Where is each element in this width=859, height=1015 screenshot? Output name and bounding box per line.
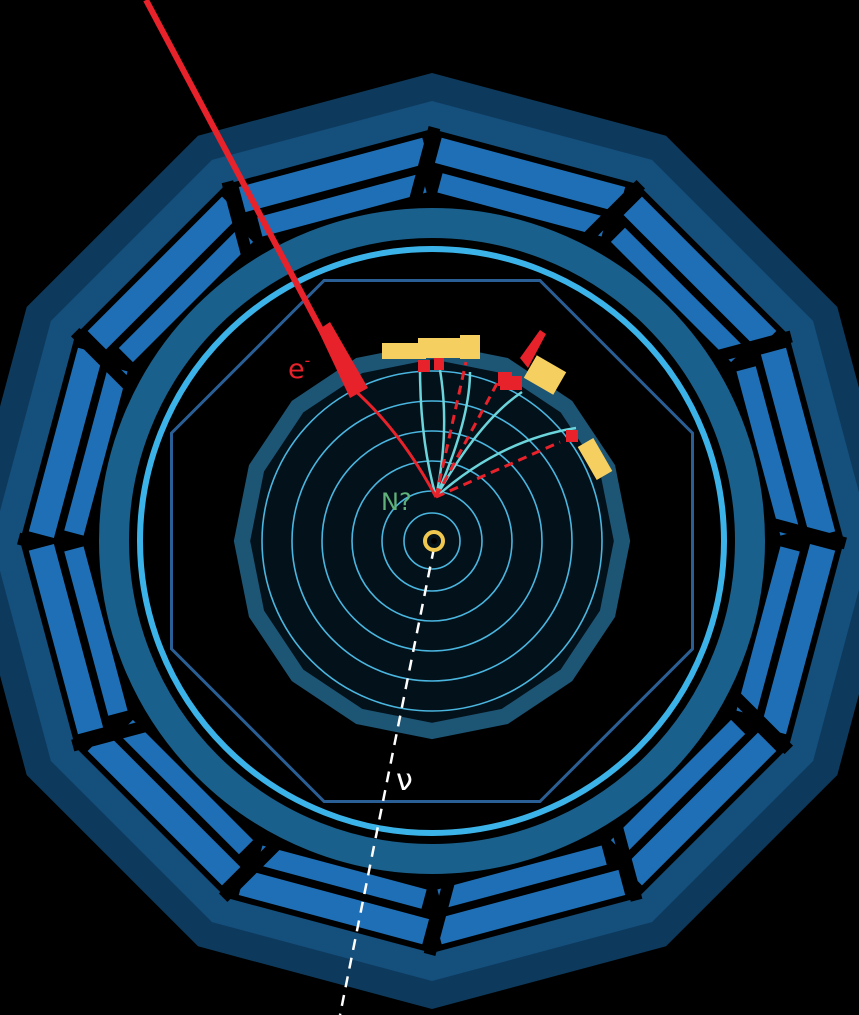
muon-chamber-bar [87, 732, 241, 886]
muon-chamber-bar [610, 719, 746, 855]
tracker-layer-ring [403, 512, 461, 570]
chamber-divider [405, 126, 441, 217]
muon-chamber-face [405, 126, 626, 237]
calorimeter-ring [99, 208, 765, 874]
muon-chamber-bar [28, 347, 104, 539]
muon-chamber-face [702, 330, 836, 539]
charged-particle-tracks [418, 367, 577, 498]
detector-structure [0, 73, 859, 1009]
calorimeter-energy-deposits [382, 335, 613, 480]
charged-track [434, 371, 472, 498]
muon-chamber-bar [118, 719, 254, 855]
energy-deposit [382, 343, 426, 359]
muon-chamber-bar [434, 137, 626, 213]
muon-chamber-bar [64, 366, 128, 536]
muon-chamber-bar [437, 845, 607, 909]
calorimeter-inner-line [137, 246, 727, 836]
chamber-divider [756, 514, 847, 550]
muon-chamber-bar [434, 869, 626, 945]
muon-chamber-bar [736, 546, 800, 716]
tracker-layer-ring [351, 460, 513, 622]
track-hit [434, 358, 444, 370]
track-hit [566, 430, 578, 442]
event-tracks [143, 0, 613, 1015]
chamber-divider [607, 811, 643, 902]
chamber-divider [423, 865, 459, 956]
muon-chamber-face [221, 137, 430, 271]
muon-chamber-face [70, 196, 254, 401]
chamber-divider [221, 180, 257, 271]
red-cluster-small [500, 376, 522, 390]
chamber-divider [71, 716, 162, 752]
energy-deposit [577, 438, 613, 480]
muon-chamber-bar [64, 546, 128, 716]
primary-vertex-core [431, 538, 437, 544]
muon-chamber-face [434, 811, 643, 945]
tracker-layer-ring [291, 400, 573, 682]
tracker-layer-ring [321, 430, 543, 652]
chamber-divider [702, 330, 793, 366]
muon-chamber-face [610, 681, 794, 886]
heavy-neutral-lepton-label: N? [381, 488, 412, 516]
electron-outer-track [143, 0, 355, 390]
electron-symbol: e [288, 354, 305, 385]
chamber-divider [70, 327, 144, 401]
charged-track [418, 367, 438, 498]
dashed-track [435, 440, 561, 499]
electron-charge: - [305, 351, 311, 370]
neutrino-label: ν [396, 763, 413, 798]
muon-chamber-bar [87, 196, 241, 350]
electron-track [143, 0, 546, 498]
muon-chamber-bar [257, 845, 427, 909]
muon-chamber-bar [118, 227, 254, 363]
energy-deposit [418, 338, 460, 358]
muon-chamber-bar [623, 732, 777, 886]
dashed-track [434, 377, 502, 498]
dashed-track [434, 361, 468, 498]
red-cluster-right [520, 330, 546, 368]
muon-chamber-bar [238, 869, 430, 945]
chamber-divider [572, 179, 646, 253]
muon-chamber-bar [28, 543, 104, 735]
neutrino-missing-energy-line [338, 547, 436, 1015]
muon-chamber-face [736, 514, 847, 735]
track-hit [418, 360, 430, 372]
muon-chamber-bar [736, 366, 800, 536]
tracker-layers [261, 370, 603, 712]
primary-vertex [423, 530, 445, 552]
muon-chamber-face [572, 179, 777, 363]
displaced-dashed-tracks [418, 358, 578, 499]
electron-cluster [318, 322, 368, 398]
chamber-divider [720, 681, 794, 755]
muon-chamber-bar [760, 543, 836, 735]
muon-chamber-face [87, 719, 292, 903]
electron-inner-track [351, 386, 438, 498]
electron-label: e- [288, 351, 310, 385]
muon-chamber-bar [760, 347, 836, 539]
tracker-layer-ring [261, 370, 603, 712]
energy-deposit [460, 335, 480, 359]
solenoid-boundary [170, 279, 694, 803]
muon-chamber-bar [623, 196, 777, 350]
muon-chamber-face [238, 845, 459, 956]
muon-chamber-bar [257, 173, 427, 237]
muon-chamber-face [28, 543, 162, 752]
chamber-divider [218, 829, 292, 903]
muon-chamber-bar [437, 173, 607, 237]
muon-chamber-bar [238, 137, 430, 213]
labels: e- N? ν [288, 351, 413, 798]
muon-chamber-bar [610, 227, 746, 363]
charged-track [435, 426, 577, 498]
energy-deposit [523, 355, 567, 395]
